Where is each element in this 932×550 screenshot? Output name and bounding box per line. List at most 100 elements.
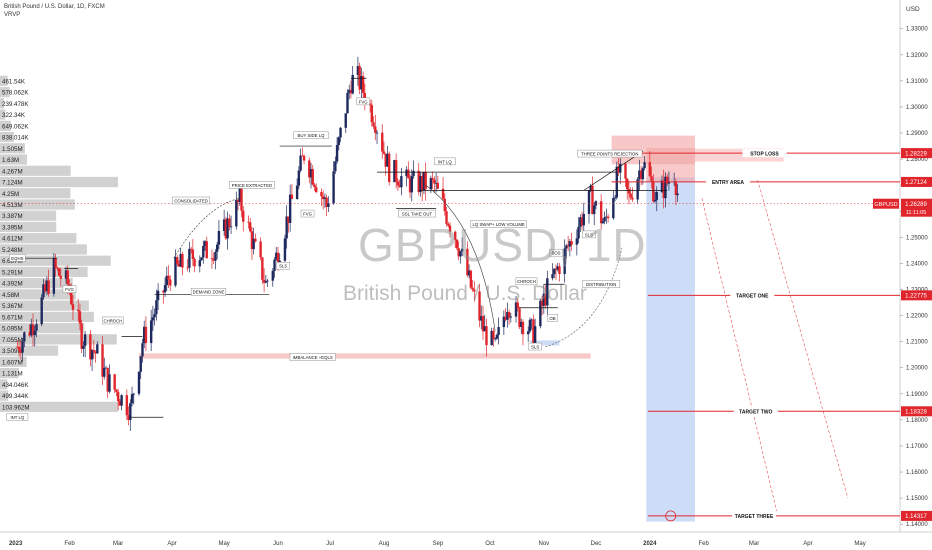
volume-profile-label: 7.055M xyxy=(2,337,23,344)
zone-short-position-reward xyxy=(646,177,695,522)
volume-profile-bar xyxy=(0,199,75,210)
level-label-bg xyxy=(730,291,775,300)
volume-profile-label: 4.513M xyxy=(2,202,23,209)
y-tick-label: 1.20000 xyxy=(906,366,928,372)
lq-swap-arc xyxy=(425,184,496,332)
candle-body xyxy=(104,367,108,369)
x-tick-label: 2024 xyxy=(643,541,657,547)
annotation-label: DISTRIBUTION xyxy=(586,282,616,287)
y-tick-label: 1.33000 xyxy=(906,27,928,33)
candle-body xyxy=(78,311,82,324)
candle-body xyxy=(212,258,215,261)
candle-body xyxy=(591,185,594,215)
candle-body xyxy=(23,332,26,342)
volume-profile-label: 103.962M xyxy=(2,404,30,411)
candle-body xyxy=(262,279,266,283)
candle-body xyxy=(507,312,511,318)
candle-body xyxy=(641,168,645,180)
candle-body xyxy=(143,326,146,344)
candle-body xyxy=(393,160,396,183)
level-price-label: 1.28229 xyxy=(905,151,927,157)
candle-body xyxy=(627,189,631,194)
volume-profile-bar xyxy=(0,131,14,143)
annotation-label: CHROCH xyxy=(104,318,123,323)
candle-body xyxy=(108,374,111,392)
candle-body xyxy=(361,75,365,93)
candle-body xyxy=(539,300,542,327)
candle-body xyxy=(254,238,257,242)
annotation-label: IMBALANCE +EQLS xyxy=(293,355,333,360)
candle-body xyxy=(76,309,80,312)
zone-imbalance xyxy=(138,353,591,359)
candle-body xyxy=(566,245,570,247)
annotation-box xyxy=(549,248,563,257)
annotation-box xyxy=(9,254,26,262)
candle-body xyxy=(629,193,632,198)
candle-body xyxy=(327,203,330,207)
candle-body xyxy=(544,293,547,306)
candle-body xyxy=(520,321,523,327)
candle-body xyxy=(664,176,667,199)
annotation-label: EQHS xyxy=(11,256,23,261)
current-price-label: 1.26289 xyxy=(905,202,927,208)
candle-body xyxy=(431,178,434,180)
candle-body xyxy=(261,257,264,280)
candle-body xyxy=(188,248,191,268)
y-tick-label: 1.32000 xyxy=(906,53,928,59)
candle-body xyxy=(553,268,556,275)
level-label-bg xyxy=(742,149,787,158)
level-label-bg xyxy=(733,407,778,416)
level-label: TARGET ONE xyxy=(736,294,769,300)
candle-body xyxy=(89,334,92,360)
volume-profile-label: 461.54K xyxy=(2,78,26,85)
volume-profile-label: 578.062K xyxy=(2,90,29,97)
volume-profile-bar xyxy=(0,221,57,233)
candle-body xyxy=(313,184,316,188)
candle-body xyxy=(127,415,130,421)
x-tick-label: 2023 xyxy=(9,541,23,547)
volume-profile-bar xyxy=(0,86,10,98)
x-tick-label: May xyxy=(218,541,229,547)
candle-body xyxy=(653,199,657,202)
x-tick-label: Sep xyxy=(432,541,443,547)
candle-body xyxy=(421,176,424,191)
annotation-box xyxy=(582,280,621,288)
candle-body xyxy=(556,266,559,270)
volume-profile-bar xyxy=(0,300,89,311)
volume-profile-label: 5.671M xyxy=(2,314,23,321)
candle-body xyxy=(113,374,116,390)
candle-body xyxy=(374,126,377,133)
candle-body xyxy=(492,330,495,340)
candle-body xyxy=(514,302,518,317)
level-price-tag xyxy=(901,406,932,417)
candle-body xyxy=(433,179,436,184)
candle-body xyxy=(580,217,584,226)
candle-body xyxy=(179,254,182,267)
candle-body xyxy=(16,346,19,348)
candle-body xyxy=(665,176,669,184)
annotation-label: SSL TAKE OUT xyxy=(402,211,433,216)
candle-body xyxy=(410,176,413,193)
x-tick-label: Apr xyxy=(803,541,812,547)
candle-body xyxy=(297,170,301,186)
candle-body xyxy=(400,176,403,188)
candle-body xyxy=(636,179,639,200)
candle-body xyxy=(181,254,184,268)
current-symbol-tag xyxy=(873,198,899,209)
candle-body xyxy=(43,284,47,292)
level-price-label: 1.27124 xyxy=(905,180,927,186)
candle-body xyxy=(141,343,144,357)
candle-body xyxy=(441,188,445,199)
candle-body xyxy=(235,199,238,227)
annotation-label: LQ SWAP+ LOW VOLUME xyxy=(473,222,525,227)
candle-body xyxy=(224,219,228,239)
candle-body xyxy=(165,275,168,286)
candle-body xyxy=(120,395,123,406)
volume-profile-bar xyxy=(0,154,27,165)
y-tick-label: 1.22000 xyxy=(906,314,928,320)
y-tick-label: 1.29000 xyxy=(906,131,928,137)
candle-body xyxy=(189,248,193,250)
candle-body xyxy=(71,304,75,310)
